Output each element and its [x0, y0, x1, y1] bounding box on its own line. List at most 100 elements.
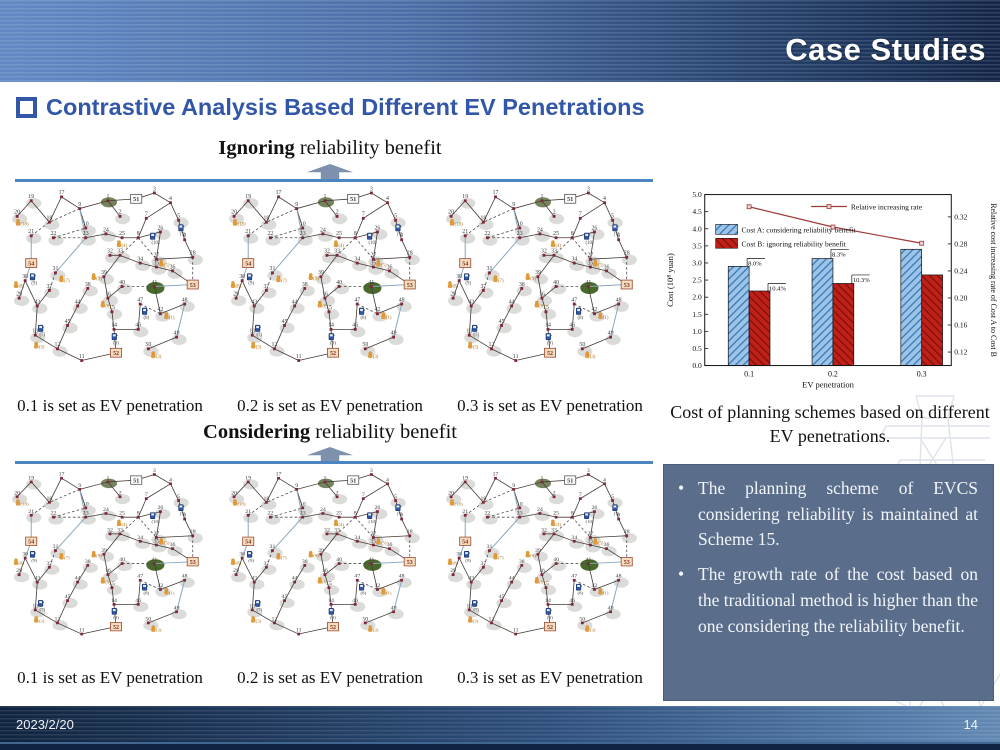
svg-text:33: 33 — [334, 249, 340, 255]
ignoring-header: Ignoring reliability benefit — [0, 137, 660, 160]
svg-text:42: 42 — [158, 583, 164, 589]
svg-text:(18): (18) — [21, 503, 29, 508]
svg-text:49: 49 — [174, 331, 180, 337]
svg-text:(7): (7) — [498, 279, 504, 284]
svg-text:(10): (10) — [586, 241, 594, 246]
svg-text:15: 15 — [109, 305, 115, 311]
svg-text:(7): (7) — [40, 333, 46, 338]
svg-text:36: 36 — [604, 542, 610, 548]
svg-text:(7): (7) — [257, 608, 263, 613]
svg-text:51: 51 — [133, 197, 139, 203]
title-banner: Case Studies — [0, 0, 1000, 82]
svg-text:1: 1 — [540, 476, 543, 482]
svg-text:20: 20 — [14, 210, 20, 216]
svg-text:17: 17 — [493, 472, 499, 478]
svg-text:35: 35 — [153, 260, 159, 266]
summary-box: The planning scheme of EVCS considering … — [663, 464, 994, 701]
svg-text:(9): (9) — [465, 559, 471, 564]
svg-text:(5): (5) — [164, 263, 170, 268]
svg-text:10: 10 — [517, 221, 523, 227]
svg-text:40: 40 — [336, 280, 342, 286]
svg-text:11: 11 — [296, 628, 302, 634]
svg-text:(1): (1) — [603, 591, 609, 596]
svg-text:7: 7 — [362, 492, 365, 498]
svg-text:12: 12 — [272, 342, 278, 348]
svg-text:(18): (18) — [455, 222, 463, 227]
svg-text:28: 28 — [190, 529, 196, 535]
svg-text:25: 25 — [336, 511, 342, 517]
svg-text:6: 6 — [617, 233, 620, 239]
svg-text:(5): (5) — [381, 263, 387, 268]
svg-text:(18): (18) — [238, 503, 246, 508]
svg-text:Cost B: ignoring reliability b: Cost B: ignoring reliability benefit — [742, 240, 847, 249]
svg-text:34: 34 — [354, 535, 360, 541]
svg-text:50: 50 — [579, 617, 585, 623]
svg-text:(3): (3) — [473, 345, 479, 350]
svg-text:23: 23 — [517, 511, 523, 517]
svg-text:0.12: 0.12 — [954, 348, 967, 357]
svg-text:31: 31 — [270, 266, 276, 272]
svg-text:4: 4 — [603, 196, 606, 202]
svg-text:(10): (10) — [586, 520, 594, 525]
svg-text:26: 26 — [158, 505, 164, 511]
svg-text:3: 3 — [370, 468, 373, 474]
svg-text:48: 48 — [399, 297, 405, 303]
summary-bullet-2: The growth rate of the cost based on the… — [676, 562, 978, 639]
svg-text:(9): (9) — [547, 341, 553, 346]
svg-text:50: 50 — [362, 617, 368, 623]
svg-text:51: 51 — [567, 197, 573, 203]
svg-text:(7): (7) — [614, 512, 620, 517]
svg-text:19: 19 — [462, 476, 468, 482]
svg-text:53: 53 — [624, 560, 630, 566]
divider-line-top — [15, 179, 653, 182]
svg-text:0.1: 0.1 — [744, 369, 754, 378]
svg-text:(8): (8) — [577, 592, 583, 597]
page-number: 14 — [963, 716, 978, 732]
svg-text:Cost A: considering reliabilit: Cost A: considering reliability benefit — [742, 226, 857, 235]
svg-text:19: 19 — [245, 194, 251, 200]
svg-text:32: 32 — [541, 249, 547, 255]
svg-text:4: 4 — [603, 477, 606, 483]
svg-text:12: 12 — [272, 617, 278, 623]
svg-text:29: 29 — [233, 568, 239, 574]
svg-text:48: 48 — [616, 574, 622, 580]
svg-text:11: 11 — [513, 354, 519, 360]
svg-text:(8): (8) — [360, 592, 366, 597]
svg-text:3: 3 — [153, 186, 156, 192]
network-row-considering: 1 2 3 4 5 6 7 8 9 10 11 12 13 14 15 16 17 18 19 20 21 22 23 24 2… — [7, 466, 657, 664]
svg-text:3: 3 — [587, 468, 590, 474]
cost-chart-container: 8.0% 10.4% 8.3% 10.3% 0.0 0.5 1.0 1.5 2.0 2.5 3.0 3… — [660, 184, 998, 398]
svg-text:17: 17 — [276, 472, 282, 478]
svg-text:44: 44 — [509, 299, 515, 305]
svg-text:(8): (8) — [143, 592, 149, 597]
svg-text:50: 50 — [145, 342, 151, 348]
svg-text:44: 44 — [75, 299, 81, 305]
svg-text:10: 10 — [300, 502, 306, 508]
svg-text:14: 14 — [111, 323, 117, 329]
svg-text:(1): (1) — [169, 316, 175, 321]
svg-text:9: 9 — [512, 202, 515, 208]
svg-text:8: 8 — [137, 231, 140, 237]
svg-text:(3): (3) — [39, 345, 45, 350]
svg-text:(9): (9) — [113, 616, 119, 621]
svg-text:38: 38 — [302, 559, 308, 565]
svg-text:5: 5 — [611, 494, 614, 500]
svg-text:27: 27 — [587, 253, 593, 259]
svg-text:28: 28 — [407, 529, 413, 535]
svg-text:54: 54 — [245, 261, 251, 267]
svg-text:2: 2 — [553, 210, 556, 216]
svg-text:4: 4 — [386, 196, 389, 202]
svg-text:13: 13 — [466, 329, 472, 335]
svg-text:(18): (18) — [455, 503, 463, 508]
svg-text:11: 11 — [513, 628, 519, 634]
svg-text:39: 39 — [535, 270, 541, 276]
up-arrow-icon — [307, 164, 353, 179]
svg-text:27: 27 — [153, 531, 159, 537]
footer-date: 2023/2/20 — [16, 716, 74, 732]
svg-text:52: 52 — [113, 351, 119, 357]
svg-text:22: 22 — [485, 511, 491, 517]
svg-text:43: 43 — [251, 299, 257, 305]
caption-ignoring-0.1: 0.1 is set as EV penetration — [17, 396, 203, 415]
